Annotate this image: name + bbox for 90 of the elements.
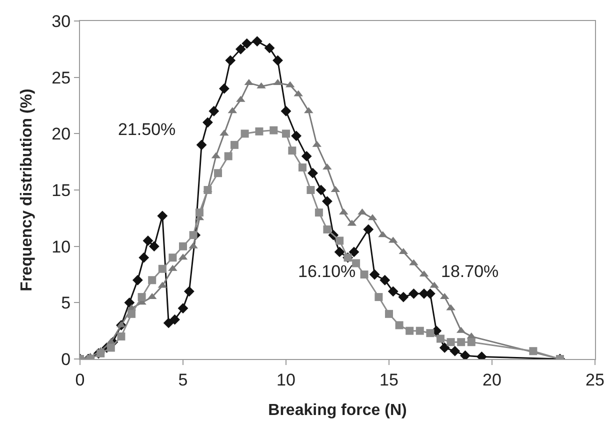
point <box>270 126 278 134</box>
point <box>240 130 249 138</box>
point <box>457 338 466 346</box>
point <box>195 208 204 217</box>
point <box>272 55 283 66</box>
point <box>288 146 296 155</box>
point <box>385 310 393 318</box>
y-tick-label: 20 <box>52 124 71 144</box>
point <box>235 44 246 54</box>
point <box>264 42 275 54</box>
point <box>467 338 476 346</box>
point <box>224 152 232 160</box>
point <box>124 297 135 308</box>
point <box>322 196 332 206</box>
point <box>148 241 160 252</box>
x-tick-label: 10 <box>276 370 296 390</box>
point <box>388 286 398 297</box>
point <box>334 246 345 258</box>
y-tick-label: 30 <box>52 12 71 31</box>
point <box>184 286 194 297</box>
point <box>408 288 419 299</box>
point <box>117 332 126 340</box>
point <box>406 326 414 335</box>
point <box>363 224 374 235</box>
point <box>336 236 344 245</box>
point <box>142 236 154 246</box>
y-axis-title: Frequency distribution (%) <box>18 88 36 292</box>
point <box>128 310 136 318</box>
point <box>348 246 360 258</box>
y-tick-label: 10 <box>52 237 71 256</box>
point <box>230 140 238 149</box>
point <box>291 130 302 142</box>
point <box>255 127 264 136</box>
point <box>179 242 187 250</box>
point <box>306 186 315 194</box>
annotation: 21.50% <box>118 120 176 139</box>
annotation: 18.70% <box>441 262 499 281</box>
annotation: 16.10% <box>298 262 356 281</box>
point <box>439 342 450 353</box>
point <box>416 326 424 335</box>
x-tick-label: 0 <box>75 370 85 390</box>
point <box>314 208 323 217</box>
point <box>225 55 236 66</box>
point <box>168 254 177 262</box>
point <box>395 321 404 330</box>
point <box>398 292 409 302</box>
point <box>178 303 188 314</box>
point <box>529 347 538 356</box>
point <box>189 231 198 240</box>
point <box>460 350 470 359</box>
point <box>323 225 332 234</box>
point <box>426 329 434 338</box>
point <box>170 314 180 325</box>
x-tick-label: 5 <box>178 370 188 390</box>
point <box>242 38 252 49</box>
point <box>316 184 326 196</box>
point <box>208 106 220 116</box>
point <box>132 274 143 286</box>
x-tick-label: 20 <box>482 370 502 390</box>
point <box>301 151 312 162</box>
point <box>360 270 368 278</box>
point <box>369 269 380 280</box>
x-tick-label: 15 <box>380 370 398 390</box>
x-axis-title: Breaking force (N) <box>268 402 407 420</box>
point <box>196 140 207 150</box>
point <box>138 293 146 302</box>
point <box>202 117 213 128</box>
point <box>252 36 262 46</box>
point <box>148 276 156 284</box>
point <box>450 346 460 356</box>
point <box>308 168 318 178</box>
point <box>436 334 444 343</box>
point <box>157 210 168 222</box>
point <box>214 169 222 178</box>
point <box>219 83 230 94</box>
point <box>96 349 105 358</box>
point <box>280 106 292 116</box>
point <box>446 338 455 346</box>
point <box>158 264 166 273</box>
y-tick-label: 15 <box>52 180 71 200</box>
y-tick-label: 0 <box>61 350 71 369</box>
point <box>106 344 115 352</box>
point <box>374 293 383 302</box>
point <box>282 130 290 138</box>
point <box>380 274 390 286</box>
x-tick-label: 25 <box>586 370 604 390</box>
y-tick-label: 5 <box>61 294 71 313</box>
y-tick-label: 25 <box>52 68 71 88</box>
point <box>298 163 306 172</box>
point <box>138 252 150 263</box>
